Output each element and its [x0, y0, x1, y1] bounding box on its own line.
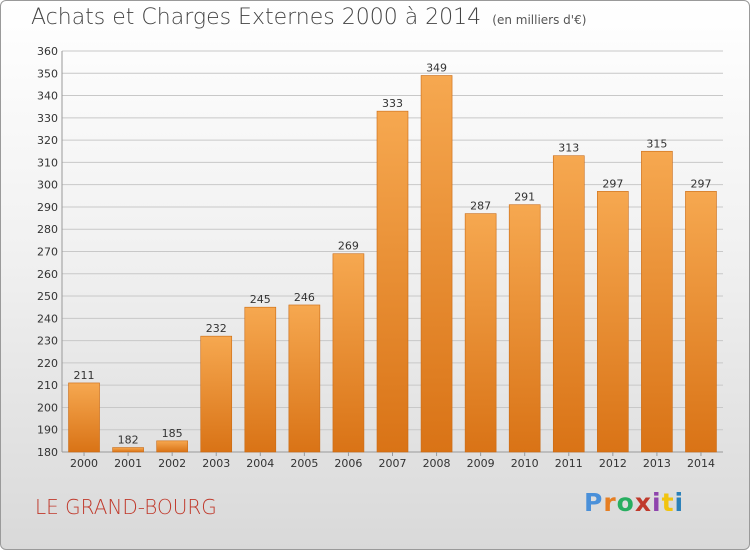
x-tick-label: 2001 — [114, 457, 142, 470]
x-tick-label: 2011 — [555, 457, 583, 470]
bar — [552, 155, 585, 453]
data-label: 291 — [514, 191, 535, 204]
data-label: 246 — [294, 291, 315, 304]
y-tick-label: 320 — [37, 134, 58, 147]
x-tick-label: 2014 — [687, 457, 715, 470]
logo-letter: i — [674, 488, 685, 517]
data-label: 269 — [338, 240, 359, 253]
place-label: LE GRAND-BOURG — [35, 495, 217, 519]
x-tick-label: 2003 — [202, 457, 230, 470]
bar — [288, 304, 321, 453]
bar — [420, 75, 453, 453]
data-label: 182 — [118, 434, 139, 447]
bar — [156, 440, 188, 453]
x-tick-label: 2008 — [423, 457, 451, 470]
logo-letter: o — [616, 488, 635, 517]
data-label: 287 — [470, 200, 491, 213]
x-tick-label: 2013 — [643, 457, 671, 470]
x-tick-label: 2012 — [599, 457, 627, 470]
chart-unit: (en milliers d'€) — [492, 13, 587, 27]
logo-letter: t — [661, 488, 675, 517]
data-label: 349 — [426, 62, 447, 75]
data-label: 245 — [250, 293, 271, 306]
y-tick-label: 260 — [37, 268, 58, 281]
data-label: 297 — [690, 177, 711, 190]
y-tick-label: 210 — [37, 379, 58, 392]
x-tick-label: 2006 — [334, 457, 362, 470]
bar — [68, 382, 100, 453]
data-label: 232 — [206, 322, 227, 335]
x-tick-label: 2010 — [511, 457, 539, 470]
bar — [200, 335, 233, 453]
logo-letter: x — [634, 488, 652, 517]
y-tick-label: 270 — [37, 246, 58, 259]
x-tick-label: 2009 — [467, 457, 495, 470]
bar — [244, 306, 277, 453]
x-tick-label: 2004 — [246, 457, 274, 470]
bar — [641, 150, 673, 453]
data-label: 315 — [646, 137, 667, 150]
bar — [376, 110, 409, 453]
y-tick-label: 340 — [37, 90, 58, 103]
y-tick-label: 360 — [37, 45, 58, 58]
y-tick-label: 220 — [37, 357, 58, 370]
data-label: 185 — [162, 427, 183, 440]
y-tick-label: 350 — [37, 67, 58, 80]
x-tick-label: 2002 — [158, 457, 186, 470]
bar — [597, 191, 629, 453]
logo-letter: i — [652, 488, 662, 517]
logo-letter: r — [603, 488, 617, 517]
chart-title-block: Achats et Charges Externes 2000 à 2014 (… — [31, 5, 586, 30]
logo-letter: P — [584, 488, 604, 517]
y-tick-label: 240 — [37, 312, 58, 325]
data-label: 313 — [558, 142, 579, 155]
y-tick-label: 300 — [37, 179, 58, 192]
y-tick-label: 330 — [37, 112, 58, 125]
y-tick-label: 310 — [37, 156, 58, 169]
bar — [332, 253, 365, 453]
y-tick-label: 230 — [37, 335, 58, 348]
data-label: 297 — [602, 177, 623, 190]
bar — [685, 191, 717, 453]
proxiti-logo: Proxiti — [584, 488, 684, 517]
data-label: 211 — [74, 369, 95, 382]
bar — [508, 204, 541, 453]
x-tick-label: 2007 — [379, 457, 407, 470]
bar — [464, 213, 497, 453]
y-tick-label: 280 — [37, 223, 58, 236]
x-tick-label: 2000 — [70, 457, 98, 470]
x-tick-label: 2005 — [290, 457, 318, 470]
y-tick-label: 290 — [37, 201, 58, 214]
y-tick-label: 200 — [37, 401, 58, 414]
y-tick-label: 190 — [37, 424, 58, 437]
y-tick-label: 250 — [37, 290, 58, 303]
chart-title: Achats et Charges Externes 2000 à 2014 — [31, 5, 482, 30]
y-tick-label: 180 — [37, 446, 58, 459]
data-label: 333 — [382, 97, 403, 110]
bar — [112, 447, 144, 453]
